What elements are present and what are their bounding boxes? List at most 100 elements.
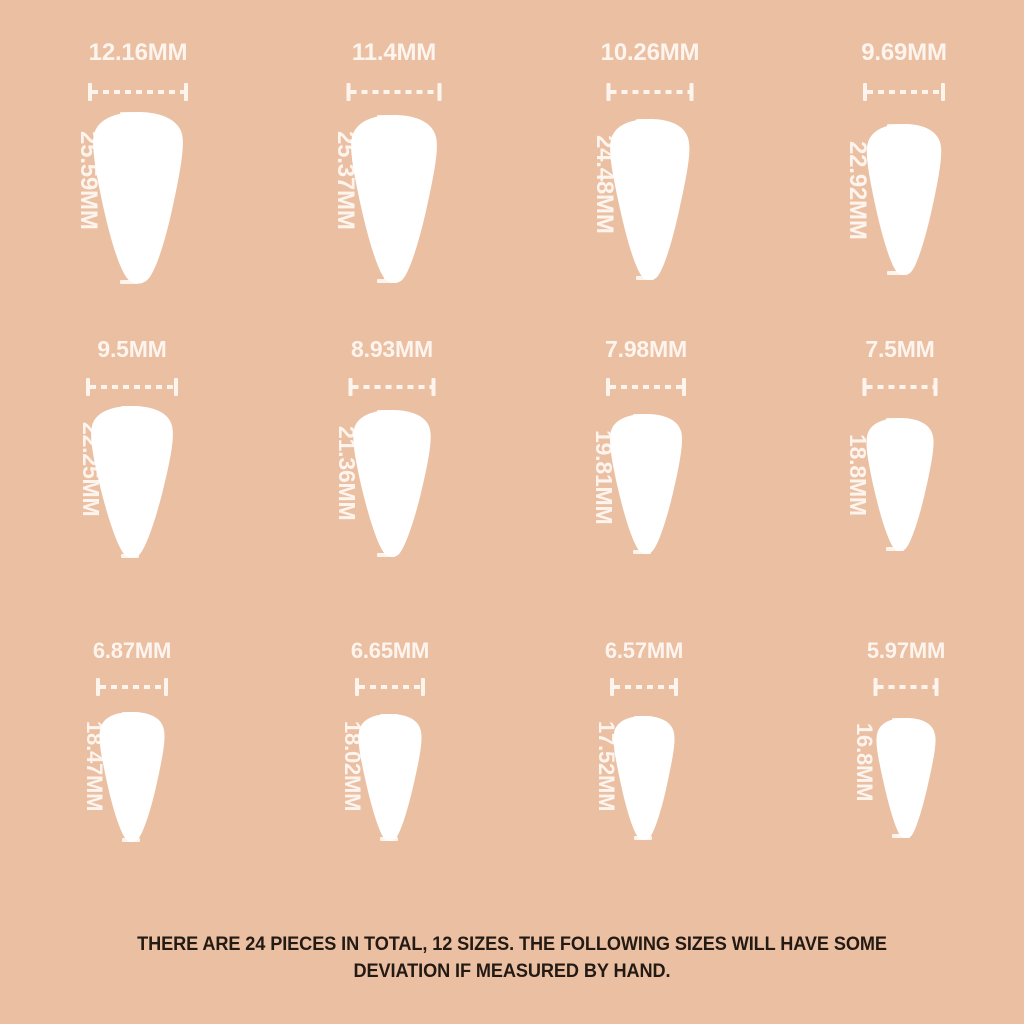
nail-shape <box>874 718 939 838</box>
width-label: 7.5MM <box>865 336 935 362</box>
nail-size-cell: 9.69MM 22.92MM <box>768 0 1024 318</box>
dimension-dashes <box>100 685 164 689</box>
nail-size-cell: 12.16MM 25.59MM <box>0 0 256 318</box>
width-dimension-line <box>610 678 678 696</box>
width-label: 12.16MM <box>88 39 188 66</box>
dimension-dashes <box>92 90 184 94</box>
width-label: 9.69MM <box>861 39 947 66</box>
dimension-cap-bottom <box>377 279 395 283</box>
dimension-cap-right <box>941 83 945 101</box>
dimension-cap-right <box>437 83 442 101</box>
dimension-cap-left <box>862 378 867 396</box>
width-dimension-line <box>88 83 188 101</box>
nail-shape <box>347 115 442 283</box>
width-dimension-line <box>862 378 938 396</box>
dimension-cap-right <box>933 378 938 396</box>
dimension-cap-left <box>873 678 878 696</box>
nail-shape <box>606 414 686 554</box>
width-dimension-line <box>606 378 686 396</box>
nail-shape <box>863 124 945 275</box>
dimension-dashes <box>359 685 421 689</box>
dimension-cap-left <box>606 83 611 101</box>
dimension-cap-right <box>689 83 694 101</box>
width-label: 10.26MM <box>600 39 700 66</box>
dimension-cap-right <box>164 678 168 696</box>
nail-size-cell: 6.65MM 18.02MM <box>256 624 512 910</box>
height-label: 18.8MM <box>845 434 871 516</box>
width-dimension-line <box>348 378 436 396</box>
dimension-cap-left <box>348 378 353 396</box>
dimension-cap-left <box>863 83 867 101</box>
width-label: 6.87MM <box>92 638 172 663</box>
nail-size-cell: 5.97MM 16.8MM <box>768 624 1024 910</box>
dimension-cap-right <box>174 378 178 396</box>
nail-size-cell: 8.93MM 21.36MM <box>256 318 512 624</box>
nail-shape-svg <box>876 718 936 838</box>
dimension-cap-right <box>674 678 678 696</box>
dimension-cap-left <box>346 83 351 101</box>
nail-size-cell: 6.87MM 18.47MM <box>0 624 256 910</box>
dimension-cap-right <box>421 678 425 696</box>
nail-size-grid: 12.16MM 25.59MM 11.4MM <box>0 0 1024 910</box>
width-label: 8.93MM <box>351 336 433 362</box>
dimension-dashes <box>614 685 674 689</box>
width-dimension-line <box>346 83 442 101</box>
dimension-dashes <box>866 385 934 389</box>
dimension-dashes <box>350 90 438 94</box>
nail-shape-svg <box>91 406 173 558</box>
height-label: 16.8MM <box>852 723 877 802</box>
footer-note: THERE ARE 24 PIECES IN TOTAL, 12 SIZES. … <box>137 932 887 983</box>
dimension-dashes <box>352 385 432 389</box>
dimension-cap-left <box>610 678 614 696</box>
dimension-cap-right <box>682 378 686 396</box>
dimension-cap-left <box>355 678 359 696</box>
nail-shape-svg <box>351 115 437 283</box>
nail-shape-svg <box>613 716 675 840</box>
height-label: 22.92MM <box>844 141 871 240</box>
dimension-dashes <box>610 90 690 94</box>
width-dimension-line <box>863 83 945 101</box>
width-label: 5.97MM <box>866 638 946 663</box>
nail-shape <box>86 406 178 558</box>
dimension-dashes <box>610 385 682 389</box>
nail-shape-svg <box>866 124 942 275</box>
dimension-cap-bottom <box>887 271 905 275</box>
nail-shape-svg <box>610 414 682 554</box>
width-label: 9.5MM <box>97 336 167 362</box>
dimension-cap-left <box>606 378 610 396</box>
nail-shape-svg <box>866 418 934 551</box>
nail-shape <box>355 714 425 841</box>
width-label: 6.65MM <box>350 638 430 663</box>
width-dimension-line <box>96 678 168 696</box>
width-dimension-line <box>86 378 178 396</box>
nail-shape <box>607 119 694 280</box>
dimension-cap-right <box>934 678 939 696</box>
nail-shape <box>863 418 938 551</box>
nail-size-cell: 7.98MM 19.81MM <box>512 318 768 624</box>
dimension-cap-bottom <box>120 280 138 284</box>
nail-shape-svg <box>99 712 165 842</box>
width-dimension-line <box>873 678 939 696</box>
width-label: 6.57MM <box>604 638 684 663</box>
nail-shape-svg <box>610 119 690 280</box>
nail-shape-svg <box>358 714 422 841</box>
width-label: 11.4MM <box>351 39 437 66</box>
dimension-dashes <box>90 385 174 389</box>
nail-shape <box>610 716 678 840</box>
nail-size-cell: 7.5MM 18.8MM <box>768 318 1024 624</box>
dimension-dashes <box>877 685 935 689</box>
nail-shape-svg <box>353 410 431 557</box>
nail-size-cell: 9.5MM 22.25MM <box>0 318 256 624</box>
nail-size-cell: 10.26MM 24.48MM <box>512 0 768 318</box>
dimension-dashes <box>867 90 941 94</box>
nail-size-cell: 11.4MM 25.37MM <box>256 0 512 318</box>
nail-shape <box>96 712 168 842</box>
nail-shape-svg <box>93 112 183 284</box>
width-label: 7.98MM <box>605 336 687 362</box>
width-dimension-line <box>606 83 694 101</box>
dimension-cap-left <box>96 678 100 696</box>
nail-shape <box>88 112 188 284</box>
dimension-cap-left <box>88 83 92 101</box>
width-dimension-line <box>355 678 425 696</box>
